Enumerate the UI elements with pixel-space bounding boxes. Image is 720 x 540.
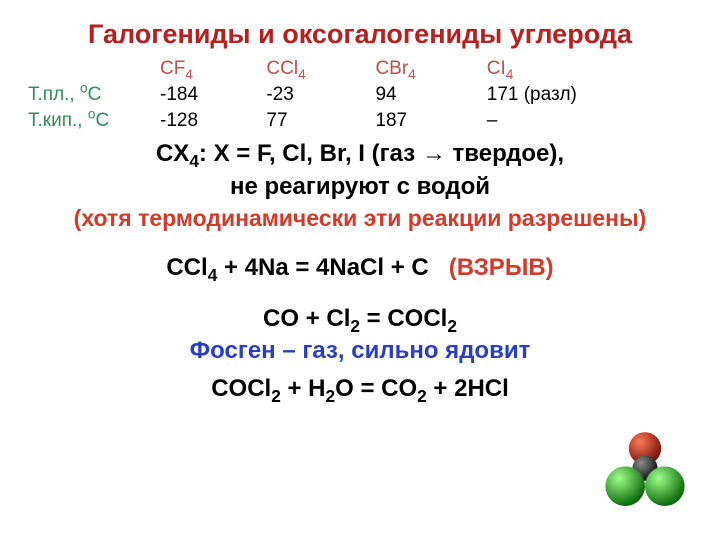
col-base: CF (160, 58, 185, 79)
table-row: Т.пл., oС -184 -23 94 171 (разл) (22, 82, 698, 108)
t: + 2HCl (427, 375, 509, 402)
cell: 94 (369, 82, 480, 108)
t: 4 (208, 265, 218, 285)
cell: -184 (154, 82, 260, 108)
properties-table: CF4 CCl4 CBr4 CI4 Т.пл., oС -184 -23 94 … (22, 56, 698, 134)
cell: -128 (154, 108, 260, 134)
explosion-label: (ВЗРЫВ) (449, 254, 554, 281)
t: твердое), (446, 140, 564, 167)
table-header-row: CF4 CCl4 CBr4 CI4 (22, 56, 698, 82)
col-base: CI (487, 58, 506, 79)
cell: 77 (260, 108, 369, 134)
col-sub: 4 (408, 67, 416, 82)
t: + 4Na = 4NaCl + C (217, 254, 428, 281)
thermo-note: (хотя термодинамически эти реакции разре… (22, 203, 698, 234)
col-head: CBr4 (369, 56, 480, 82)
cell: -23 (260, 82, 369, 108)
col-sub: 4 (298, 67, 306, 82)
t: 2 (326, 386, 336, 406)
t: 2 (447, 315, 457, 335)
cell: 187 (369, 108, 480, 134)
t: 2 (350, 315, 360, 335)
table-row: Т.кип., oС -128 77 187 – (22, 108, 698, 134)
equation-3: COCl2 + H2O = CO2 + 2HCl (22, 373, 698, 405)
t: 2 (417, 386, 427, 406)
t: CX (156, 140, 189, 167)
arrow-icon: → (422, 140, 446, 167)
col-base: CBr (375, 58, 408, 79)
t: : X = F, Cl, Br, I (газ (199, 140, 422, 167)
t: CCl (166, 254, 207, 281)
t: COCl (211, 375, 271, 402)
cell: 171 (разл) (481, 82, 698, 108)
phosgene-note: Фосген – газ, сильно ядовит (22, 335, 698, 367)
rl-suf: С (88, 84, 102, 105)
phosgene-molecule-icon (600, 432, 690, 508)
t: O = CO (335, 375, 417, 402)
col-base: CCl (266, 58, 298, 79)
col-sub: 4 (185, 67, 193, 82)
cell: – (481, 108, 698, 134)
equation-1: CCl4 + 4Na = 4NaCl + C (ВЗРЫВ) (22, 252, 698, 284)
t: 2 (271, 386, 281, 406)
t: = COCl (360, 305, 447, 332)
rl-suf: С (95, 110, 109, 131)
rl-sup: o (80, 81, 88, 96)
rl-text: Т.пл., (28, 84, 80, 105)
cx4-line1: CX4: X = F, Cl, Br, I (газ → твердое), (22, 138, 698, 170)
col-head: CCl4 (260, 56, 369, 82)
col-sub: 4 (506, 67, 514, 82)
rl-text: Т.кип., (28, 110, 88, 131)
t: 4 (189, 151, 199, 171)
row-label: Т.пл., oС (22, 82, 154, 108)
row-label: Т.кип., oС (22, 108, 154, 134)
t: + H (281, 375, 326, 402)
col-head: CI4 (481, 56, 698, 82)
t: CO + Cl (263, 305, 350, 332)
equation-2: CO + Cl2 = COCl2 (22, 303, 698, 335)
cx4-line2: не реагируют с водой (22, 171, 698, 203)
col-head: CF4 (154, 56, 260, 82)
page-title: Галогениды и оксогалогениды углерода (22, 18, 698, 50)
